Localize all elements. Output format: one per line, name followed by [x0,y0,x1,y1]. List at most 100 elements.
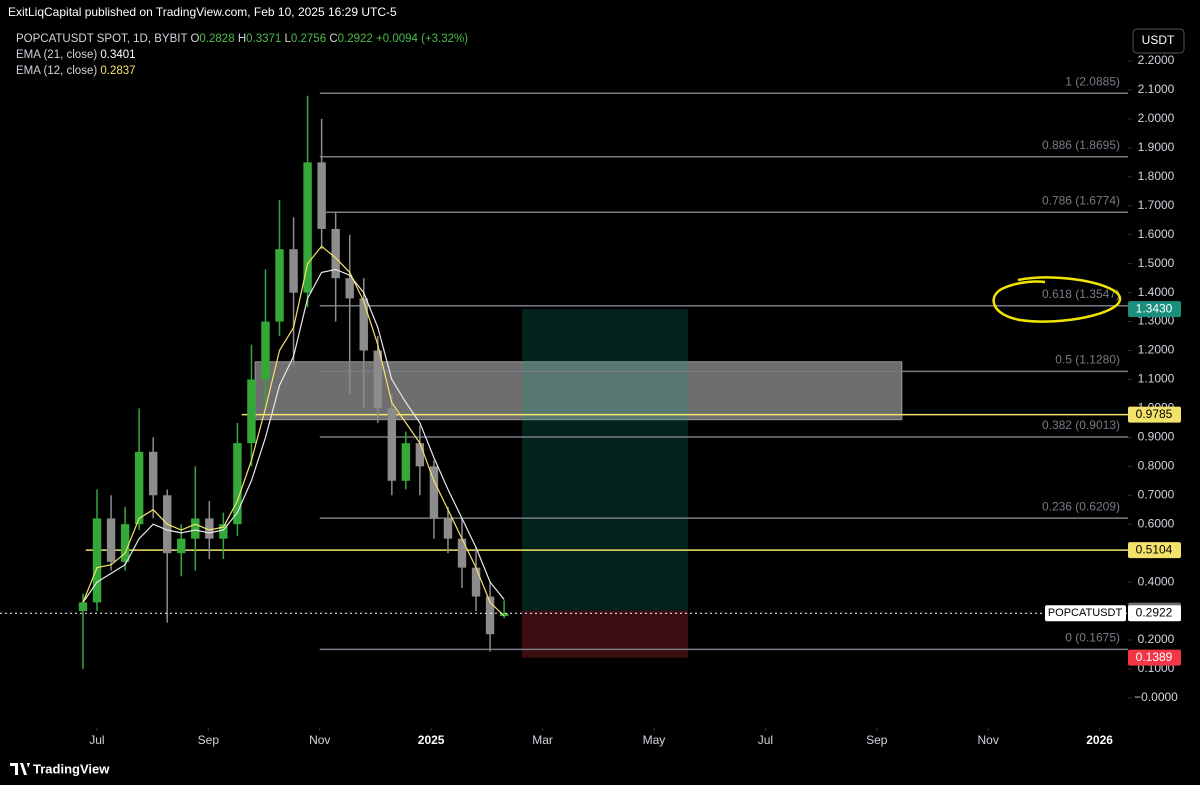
legend-row: EMA (12, close) 0.2837 [16,63,468,79]
y-tick-label: 0.9000 [1138,430,1175,444]
candle-body [233,443,242,525]
symbol: POPCATUSDT SPOT, 1D, BYBIT [16,33,188,45]
candle-body [415,443,425,467]
candle-body [457,538,467,568]
target-zone [521,309,688,611]
change-pct: (+3.32%) [421,33,469,45]
y-tick-label: 0.8000 [1138,458,1175,472]
fib-label: 0.786 (1.6774) [1042,193,1120,207]
candle-body [429,466,439,519]
candle-body [345,278,354,299]
x-tick-label: Nov [978,733,999,747]
legend-key: O [190,33,200,45]
price-tag-bg [1128,605,1181,622]
x-tick-label: Jul [758,733,773,747]
y-tick-label: 1.5000 [1138,256,1175,270]
x-tick-label: 2026 [1086,733,1113,747]
candle-body [485,596,495,635]
symbol-tag-bg [1045,605,1126,622]
candle-body [247,379,256,444]
target-tag-bg [1128,301,1181,318]
y-tick-label: 2.2000 [1138,53,1175,67]
change: +0.0094 [376,33,418,45]
legend-key: H [237,33,247,45]
candle-body [261,321,270,380]
candle-body [401,443,411,481]
candle-body [219,524,228,539]
y-tick-label: 1.7000 [1138,198,1175,212]
x-tick-label: May [643,733,666,747]
hline-tag: 0.9785 [1136,407,1173,421]
legend-key: C [329,33,338,45]
hand-drawn-circle [992,276,1122,323]
y-tick-label: −0.0000 [1134,690,1178,704]
fib-label: 0 (0.1675) [1065,631,1120,645]
candle-body [317,162,326,229]
candle-body [373,350,382,409]
ema-line [82,268,505,603]
legend-row: EMA (21, close) 0.3401 [16,47,468,63]
y-tick-label: 1.8000 [1138,169,1175,183]
candle-body [92,518,102,603]
fib-label: 0.618 (1.3547) [1042,287,1120,301]
y-tick-label: 0.7000 [1138,487,1175,501]
stop-tag: 0.1389 [1136,650,1173,664]
fib-label: 1 (2.0885) [1065,74,1120,88]
y-tick-label: 2.0000 [1138,111,1175,125]
hline-tag: 0.5104 [1136,542,1173,556]
y-tick-label: 1.1000 [1138,372,1175,386]
low-value: 0.2756 [290,33,327,45]
x-tick-label: Jul [89,733,104,747]
candle-body [177,538,186,554]
symbol-tag: POPCATUSDT [1048,607,1123,619]
candle-body [359,298,368,351]
stop-tag-bg [1128,649,1181,666]
candle-body [106,518,116,562]
y-tick-label: 0.6000 [1138,516,1175,530]
candle-body [205,518,214,539]
stop-zone [521,610,688,658]
candle-body [471,567,481,597]
hline-tag-bg [1128,406,1181,423]
x-tick-label: 2025 [418,733,445,747]
x-tick-label: Mar [532,733,553,747]
candle-body [134,451,144,525]
price-tag: 0.2922 [1136,605,1173,619]
fib-label: 0.886 (1.8695) [1042,138,1120,152]
x-tick-label: Nov [309,733,330,747]
y-tick-label: 1.2000 [1138,343,1175,357]
publish-info: ExitLiqCapital published on TradingView.… [8,5,397,19]
y-tick-label: 1.6000 [1138,227,1175,241]
candle-body [275,249,284,322]
brand: TradingView [33,761,110,776]
y-tick-label: 1.9000 [1138,140,1175,154]
hline-tag-bg [1128,542,1181,559]
candle-body [148,451,158,496]
legend-row: POPCATUSDT SPOT, 1D, BYBIT O0.2828 H0.33… [16,31,468,47]
x-tick-label: Sep [866,733,888,747]
y-tick-label: 1.3000 [1138,314,1175,328]
legend-entry: EMA (21, close) [16,49,98,61]
footer-logo [10,763,30,775]
candle-body [303,162,312,293]
legend-key: L [284,33,291,45]
logo-icon [10,763,30,775]
candle-body [289,249,298,293]
legend-value: 0.3401 [100,49,136,61]
fib-label: 0.382 (0.9013) [1042,418,1120,432]
x-tick-label: Sep [198,733,220,747]
y-tick-label: 0.4000 [1138,574,1175,588]
currency-button[interactable] [1132,28,1185,54]
legend-entry: EMA (12, close) [16,65,98,77]
y-tick-label: 0.2000 [1138,632,1175,646]
y-tick-label: 1.4000 [1138,285,1175,299]
currency-label[interactable]: USDT [1142,33,1175,47]
fib-label: 0.5 (1.1280) [1055,353,1120,367]
legend: POPCATUSDT SPOT, 1D, BYBIT O0.2828 H0.33… [16,31,468,79]
candle-body [499,613,509,617]
candle-body [331,228,340,279]
candle-body [120,524,130,562]
y-tick-label: 2.1000 [1138,82,1175,96]
